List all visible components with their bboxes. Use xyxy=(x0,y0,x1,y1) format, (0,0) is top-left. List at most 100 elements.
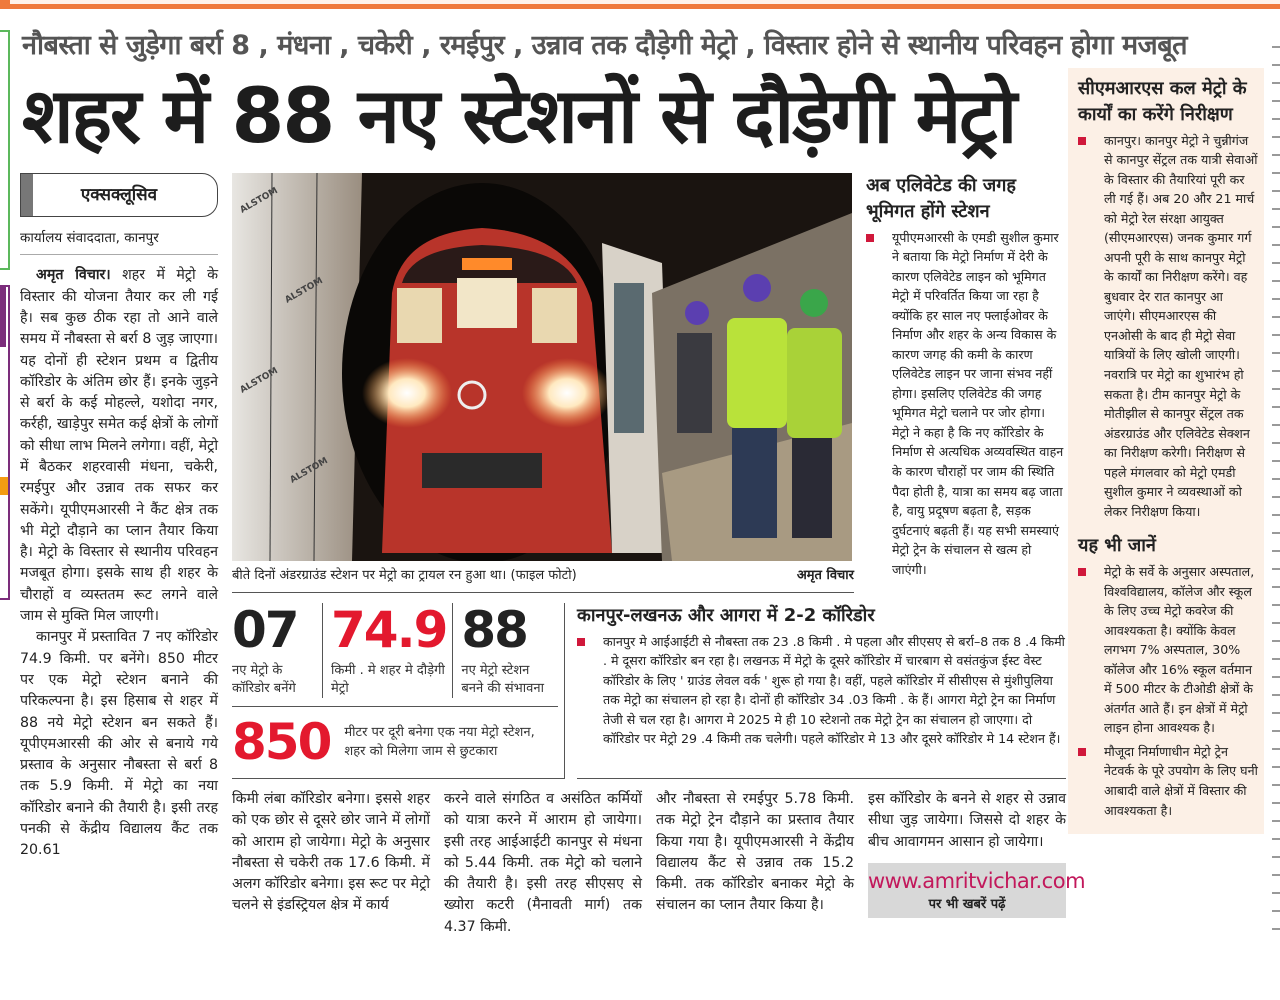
text-line xyxy=(1272,604,1280,606)
main-headline: शहर में 88 नए स्टेशनों से दौड़ेगी मेट्रो xyxy=(22,71,1017,161)
elevated-box-body: यूपीएमआरसी के एमडी सुशील कुमार ने बताया … xyxy=(866,228,1066,579)
text-line xyxy=(1272,514,1280,516)
photo-caption: बीते दिनों अंडरग्राउंड स्टेशन पर मेट्रो … xyxy=(232,568,577,584)
text-line xyxy=(1272,370,1280,372)
article-body-column: और नौबस्ता से रमईपुर 5.78 किमी. तक मेट्र… xyxy=(656,791,854,914)
text-line xyxy=(1272,550,1280,552)
stat-stations: 88 नए मेट्रो स्टेशन बनने की संभावना xyxy=(452,600,558,698)
sub-headline: नौबस्ता से जुड़ेगा बर्रा 8 , मंधना , चके… xyxy=(22,30,1188,61)
text-line xyxy=(1272,208,1280,210)
text-line xyxy=(1272,496,1280,498)
text-line xyxy=(1272,280,1280,282)
list-item: मौजूदा निर्माणाधीन मेट्रो ट्रेन नेटवर्क … xyxy=(1078,742,1258,820)
text-line xyxy=(1272,856,1280,858)
text-line xyxy=(1272,262,1280,264)
text-line xyxy=(1272,568,1280,570)
text-line xyxy=(1272,352,1280,354)
text-line xyxy=(1272,172,1280,174)
text-line xyxy=(1272,460,1280,462)
article-body-column: करने वाले संगठित व असंठित कर्मियों को या… xyxy=(444,791,642,935)
text-line xyxy=(1272,694,1280,696)
list-item: मेट्रो के सर्वे के अनुसार अस्पताल, विश्व… xyxy=(1078,562,1258,738)
top-accent-bar xyxy=(0,0,1280,9)
stat-label: किमी . मे शहर मे दौड़ेगी मेट्रो xyxy=(331,662,445,696)
text-line xyxy=(1272,100,1280,102)
list-item-text: मौजूदा निर्माणाधीन मेट्रो ट्रेन नेटवर्क … xyxy=(1104,743,1258,818)
website-tagline: पर भी खबरें पढ़ें xyxy=(928,897,1006,913)
elevated-box-title: अब एलिवेटेड की जगह भूमिगत होंगे स्टेशन xyxy=(866,175,1016,222)
article-body-column: किमी लंबा कॉरिडोर बनेगा। इससे शहर को एक … xyxy=(232,791,430,914)
text-line xyxy=(1272,46,1280,48)
adjacent-article-edge-right xyxy=(1270,30,1280,1000)
corridors-text: कानपुर मे आईआईटी से नौबस्ता तक 23 .8 किम… xyxy=(603,633,1065,747)
text-line xyxy=(1272,226,1280,228)
stat-value: 07 xyxy=(232,600,300,659)
text-line xyxy=(1272,640,1280,642)
stat-label: नए मेट्रो स्टेशन बनने की संभावना xyxy=(461,662,544,696)
photo-caption-row: बीते दिनों अंडरग्राउंड स्टेशन पर मेट्रो … xyxy=(232,567,854,593)
elevated-text: यूपीएमआरसी के एमडी सुशील कुमार ने बताया … xyxy=(892,229,1064,577)
text-line xyxy=(1272,478,1280,480)
text-line xyxy=(1272,82,1280,84)
text-line xyxy=(1272,334,1280,336)
text-line xyxy=(1272,658,1280,660)
corridors-box-body: कानपुर मे आईआईटी से नौबस्ता तक 23 .8 किम… xyxy=(577,632,1066,749)
website-url[interactable]: www.amritvichar.com xyxy=(868,868,1086,893)
text-line xyxy=(1272,874,1280,876)
text-line xyxy=(1272,892,1280,894)
text-line xyxy=(1272,766,1280,768)
text-line xyxy=(1272,388,1280,390)
text-line xyxy=(1272,838,1280,840)
stat-length: 74.9 किमी . मे शहर मे दौड़ेगी मेट्रो xyxy=(322,602,452,698)
text-line xyxy=(1272,406,1280,408)
dateline: अमृत विचार। xyxy=(36,267,111,284)
bullet-icon xyxy=(577,637,585,646)
text-line xyxy=(1272,712,1280,714)
article-body-column: इस कॉरिडोर के बनने से शहर से उन्नाव सीधा… xyxy=(868,791,1066,850)
top-accent-highlight xyxy=(10,0,1280,4)
cmrs-text: कानपुर। कानपुर मेट्रो ने चुन्नीगंज से का… xyxy=(1104,132,1258,519)
text-line xyxy=(1272,532,1280,534)
paragraph: कानपुर में प्रस्तावित 7 नए कॉरिडोर 74.9 … xyxy=(20,629,218,859)
main-article: शहर में 88 नए स्टेशनों से दौड़ेगी मेट्रो… xyxy=(10,68,1086,938)
article-content-grid: ALSTOM ALSTOM ALSTOM ALSTOM xyxy=(232,173,1086,938)
text-line xyxy=(1272,748,1280,750)
left-column: एक्सक्लूसिव कार्यालय संवाददाता, कानपुर अ… xyxy=(20,173,218,861)
text-line xyxy=(1272,424,1280,426)
photo-credit: अमृत विचार xyxy=(796,568,854,584)
stat-value: 88 xyxy=(461,600,529,659)
bullet-icon xyxy=(1078,747,1086,756)
text-line xyxy=(1272,802,1280,804)
text-line xyxy=(1272,676,1280,678)
corridors-box-title: कानपुर-लखनऊ और आगरा में 2-2 कॉरिडोर xyxy=(577,604,875,626)
text-line xyxy=(1272,190,1280,192)
exclusive-tag: एक्सक्लूसिव xyxy=(20,173,218,218)
text-line xyxy=(1272,118,1280,120)
text-line xyxy=(1272,586,1280,588)
text-line xyxy=(1272,730,1280,732)
list-item-text: मेट्रो के सर्वे के अनुसार अस्पताल, विश्व… xyxy=(1104,564,1255,736)
byline: कार्यालय संवाददाता, कानपुर xyxy=(20,229,218,256)
exclusive-label: एक्सक्लूसिव xyxy=(80,185,158,206)
bullet-icon xyxy=(866,233,874,242)
text-line xyxy=(1272,244,1280,246)
stat-label: नए मेट्रो के कॉरिडोर बनेंगे xyxy=(232,662,296,696)
cmrs-title: सीएमआरएस कल मेट्रो के कार्यों का करेंगे … xyxy=(1078,78,1247,125)
corridors-box: कानपुर-लखनऊ और आगरा में 2-2 कॉरिडोर कानप… xyxy=(577,603,1066,779)
cmrs-body: कानपुर। कानपुर मेट्रो ने चुन्नीगंज से का… xyxy=(1078,131,1258,521)
stat-corridors: 07 नए मेट्रो के कॉरिडोर बनेंगे xyxy=(232,600,322,698)
text-line xyxy=(1272,64,1280,66)
stat-distance: 850 मीटर पर दूरी बनेगा एक नया मेट्रो स्ट… xyxy=(232,715,558,770)
paragraph: शहर में मेट्रो के विस्तार की योजना तैयार… xyxy=(20,267,219,625)
stat-label-distance: मीटर पर दूरी बनेगा एक नया मेट्रो स्टेशन,… xyxy=(344,725,535,759)
text-line xyxy=(1272,928,1280,930)
website-promo[interactable]: www.amritvichar.com पर भी खबरें पढ़ें xyxy=(868,862,1086,919)
know-also-list: मेट्रो के सर्वे के अनुसार अस्पताल, विश्व… xyxy=(1078,562,1258,820)
text-line xyxy=(1272,442,1280,444)
text-line xyxy=(1272,136,1280,138)
sidebar-box: सीएमआरएस कल मेट्रो के कार्यों का करेंगे … xyxy=(1068,68,1264,835)
bullet-icon xyxy=(1078,568,1086,577)
adjacent-article-edge xyxy=(0,285,10,600)
text-line xyxy=(1272,154,1280,156)
bullet-icon xyxy=(1078,136,1086,145)
